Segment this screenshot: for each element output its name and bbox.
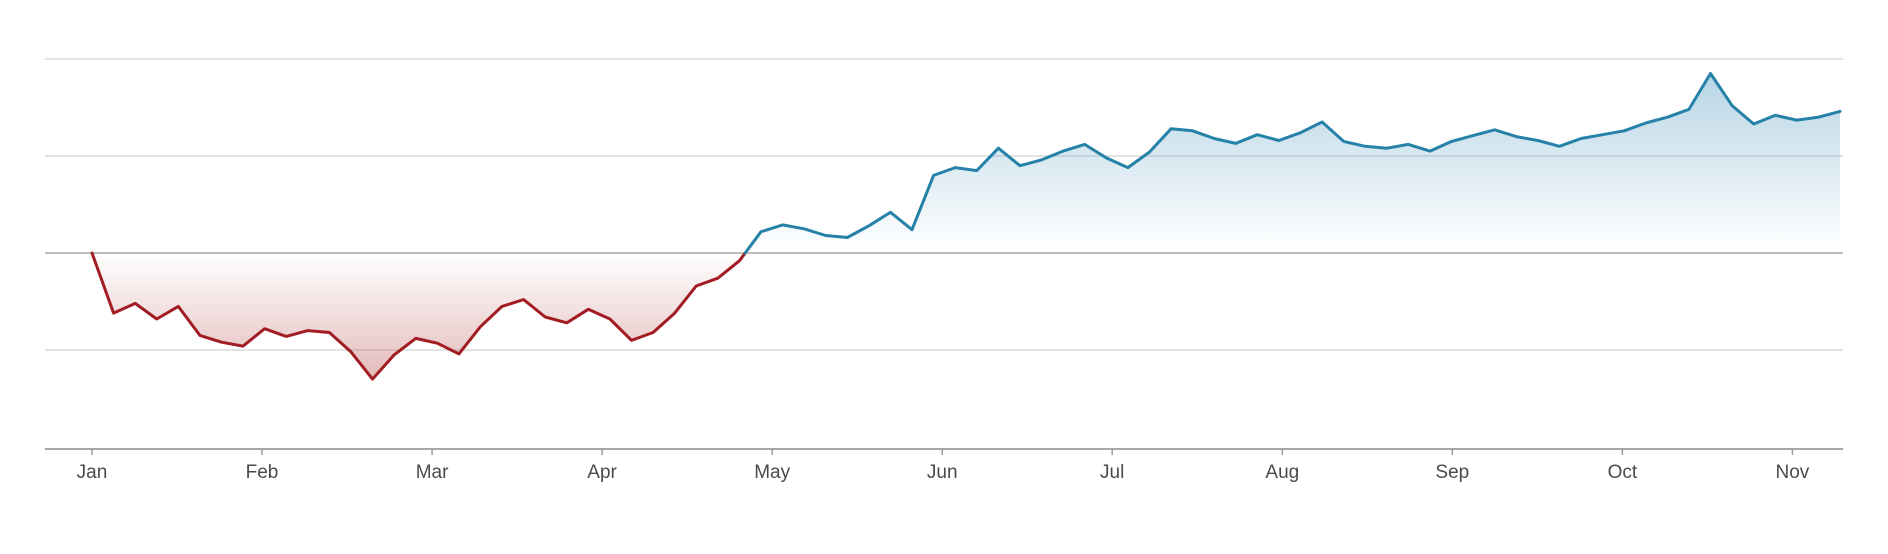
series-line-positive [743, 72, 1842, 255]
x-axis-label: Sep [1435, 462, 1469, 483]
x-axis-label: Jul [1100, 462, 1124, 483]
x-axis-label: Oct [1608, 462, 1638, 483]
x-axis-label: Aug [1265, 462, 1299, 483]
series-area-positive [745, 73, 1841, 253]
x-axis-label: Jun [927, 462, 958, 483]
x-axis-label: Jan [77, 462, 108, 483]
series-area-negative [92, 253, 746, 380]
x-axis-label: Feb [246, 462, 279, 483]
x-axis-label: Nov [1776, 462, 1810, 483]
x-axis-label: Mar [416, 462, 449, 483]
x-axis-label: Apr [587, 462, 617, 483]
series-line-negative [90, 251, 747, 381]
x-axis-label: May [754, 462, 790, 483]
